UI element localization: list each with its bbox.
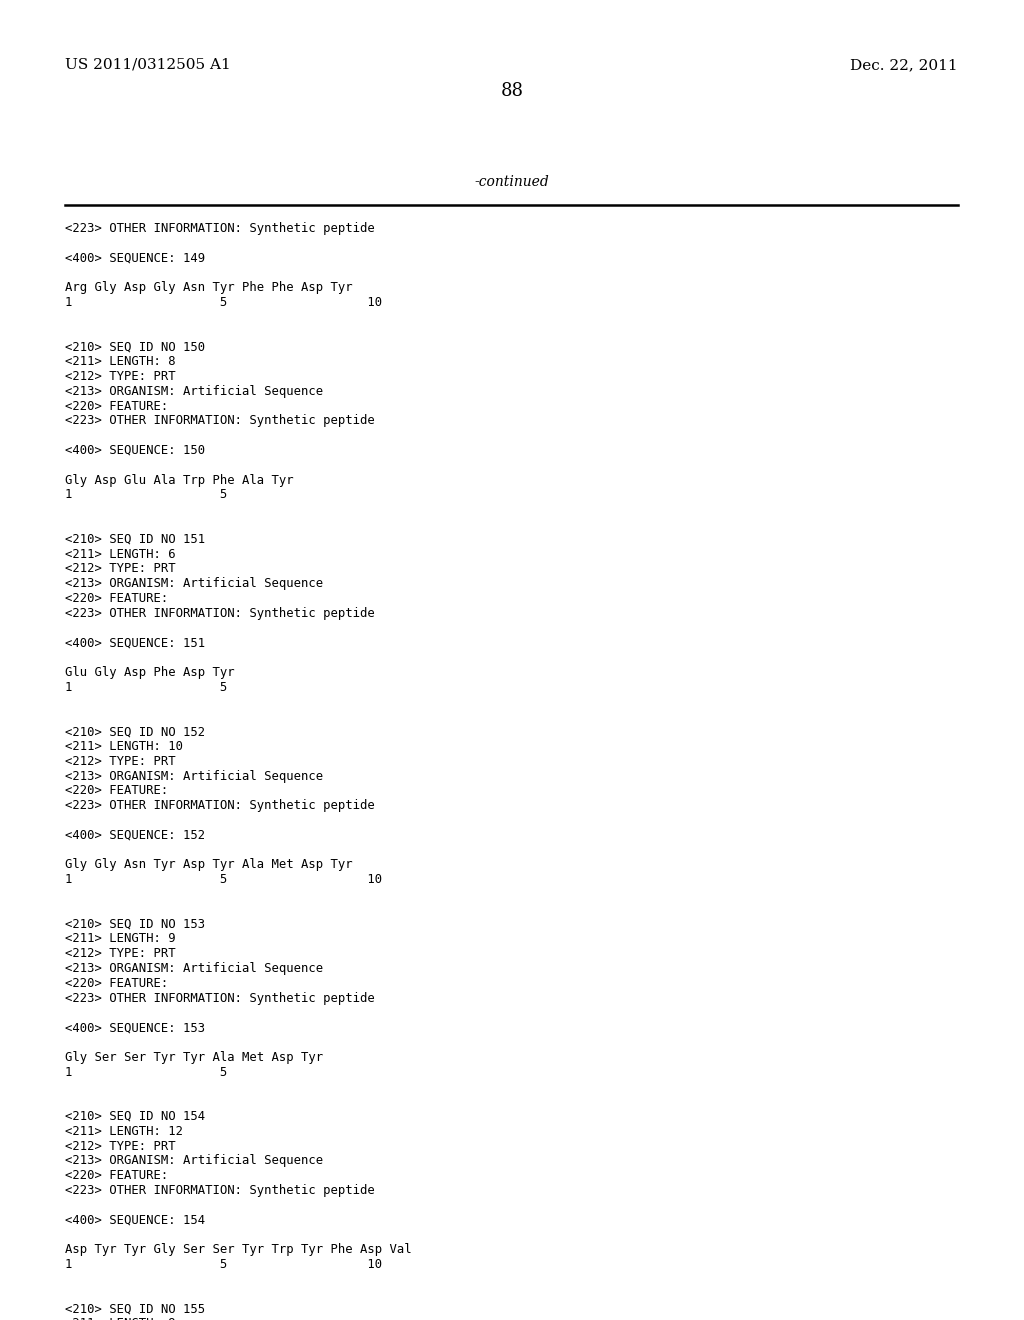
Text: <400> SEQUENCE: 149: <400> SEQUENCE: 149: [65, 252, 205, 264]
Text: <400> SEQUENCE: 153: <400> SEQUENCE: 153: [65, 1022, 205, 1034]
Text: <211> LENGTH: 8: <211> LENGTH: 8: [65, 355, 176, 368]
Text: 1                    5                   10: 1 5 10: [65, 1258, 382, 1271]
Text: <213> ORGANISM: Artificial Sequence: <213> ORGANISM: Artificial Sequence: [65, 577, 324, 590]
Text: <213> ORGANISM: Artificial Sequence: <213> ORGANISM: Artificial Sequence: [65, 962, 324, 975]
Text: Glu Gly Asp Phe Asp Tyr: Glu Gly Asp Phe Asp Tyr: [65, 667, 234, 678]
Text: <220> FEATURE:: <220> FEATURE:: [65, 1170, 168, 1183]
Text: 1                    5: 1 5: [65, 681, 227, 694]
Text: <212> TYPE: PRT: <212> TYPE: PRT: [65, 755, 176, 768]
Text: <210> SEQ ID NO 151: <210> SEQ ID NO 151: [65, 533, 205, 545]
Text: Gly Asp Glu Ala Trp Phe Ala Tyr: Gly Asp Glu Ala Trp Phe Ala Tyr: [65, 474, 294, 487]
Text: <220> FEATURE:: <220> FEATURE:: [65, 977, 168, 990]
Text: <211> LENGTH: 9: <211> LENGTH: 9: [65, 1317, 176, 1320]
Text: <220> FEATURE:: <220> FEATURE:: [65, 591, 168, 605]
Text: <223> OTHER INFORMATION: Synthetic peptide: <223> OTHER INFORMATION: Synthetic pepti…: [65, 799, 375, 812]
Text: <400> SEQUENCE: 152: <400> SEQUENCE: 152: [65, 829, 205, 842]
Text: <210> SEQ ID NO 153: <210> SEQ ID NO 153: [65, 917, 205, 931]
Text: Arg Gly Asp Gly Asn Tyr Phe Phe Asp Tyr: Arg Gly Asp Gly Asn Tyr Phe Phe Asp Tyr: [65, 281, 352, 294]
Text: 1                    5: 1 5: [65, 1065, 227, 1078]
Text: <220> FEATURE:: <220> FEATURE:: [65, 400, 168, 413]
Text: <210> SEQ ID NO 154: <210> SEQ ID NO 154: [65, 1110, 205, 1123]
Text: <212> TYPE: PRT: <212> TYPE: PRT: [65, 370, 176, 383]
Text: <223> OTHER INFORMATION: Synthetic peptide: <223> OTHER INFORMATION: Synthetic pepti…: [65, 1184, 375, 1197]
Text: <211> LENGTH: 6: <211> LENGTH: 6: [65, 548, 176, 561]
Text: <400> SEQUENCE: 154: <400> SEQUENCE: 154: [65, 1213, 205, 1226]
Text: <223> OTHER INFORMATION: Synthetic peptide: <223> OTHER INFORMATION: Synthetic pepti…: [65, 607, 375, 620]
Text: Gly Gly Asn Tyr Asp Tyr Ala Met Asp Tyr: Gly Gly Asn Tyr Asp Tyr Ala Met Asp Tyr: [65, 858, 352, 871]
Text: -continued: -continued: [475, 176, 549, 189]
Text: <211> LENGTH: 10: <211> LENGTH: 10: [65, 741, 183, 752]
Text: <212> TYPE: PRT: <212> TYPE: PRT: [65, 1139, 176, 1152]
Text: <210> SEQ ID NO 150: <210> SEQ ID NO 150: [65, 341, 205, 354]
Text: 1                    5                   10: 1 5 10: [65, 296, 382, 309]
Text: Asp Tyr Tyr Gly Ser Ser Tyr Trp Tyr Phe Asp Val: Asp Tyr Tyr Gly Ser Ser Tyr Trp Tyr Phe …: [65, 1243, 412, 1257]
Text: <223> OTHER INFORMATION: Synthetic peptide: <223> OTHER INFORMATION: Synthetic pepti…: [65, 414, 375, 428]
Text: <213> ORGANISM: Artificial Sequence: <213> ORGANISM: Artificial Sequence: [65, 385, 324, 397]
Text: <210> SEQ ID NO 155: <210> SEQ ID NO 155: [65, 1303, 205, 1316]
Text: <211> LENGTH: 12: <211> LENGTH: 12: [65, 1125, 183, 1138]
Text: <220> FEATURE:: <220> FEATURE:: [65, 784, 168, 797]
Text: <400> SEQUENCE: 150: <400> SEQUENCE: 150: [65, 444, 205, 457]
Text: 88: 88: [501, 82, 523, 100]
Text: Dec. 22, 2011: Dec. 22, 2011: [850, 58, 958, 73]
Text: US 2011/0312505 A1: US 2011/0312505 A1: [65, 58, 230, 73]
Text: <400> SEQUENCE: 151: <400> SEQUENCE: 151: [65, 636, 205, 649]
Text: <223> OTHER INFORMATION: Synthetic peptide: <223> OTHER INFORMATION: Synthetic pepti…: [65, 991, 375, 1005]
Text: 1                    5: 1 5: [65, 488, 227, 502]
Text: <213> ORGANISM: Artificial Sequence: <213> ORGANISM: Artificial Sequence: [65, 770, 324, 783]
Text: <212> TYPE: PRT: <212> TYPE: PRT: [65, 562, 176, 576]
Text: <211> LENGTH: 9: <211> LENGTH: 9: [65, 932, 176, 945]
Text: <210> SEQ ID NO 152: <210> SEQ ID NO 152: [65, 725, 205, 738]
Text: <223> OTHER INFORMATION: Synthetic peptide: <223> OTHER INFORMATION: Synthetic pepti…: [65, 222, 375, 235]
Text: <212> TYPE: PRT: <212> TYPE: PRT: [65, 948, 176, 960]
Text: <213> ORGANISM: Artificial Sequence: <213> ORGANISM: Artificial Sequence: [65, 1155, 324, 1167]
Text: Gly Ser Ser Tyr Tyr Ala Met Asp Tyr: Gly Ser Ser Tyr Tyr Ala Met Asp Tyr: [65, 1051, 324, 1064]
Text: 1                    5                   10: 1 5 10: [65, 874, 382, 886]
